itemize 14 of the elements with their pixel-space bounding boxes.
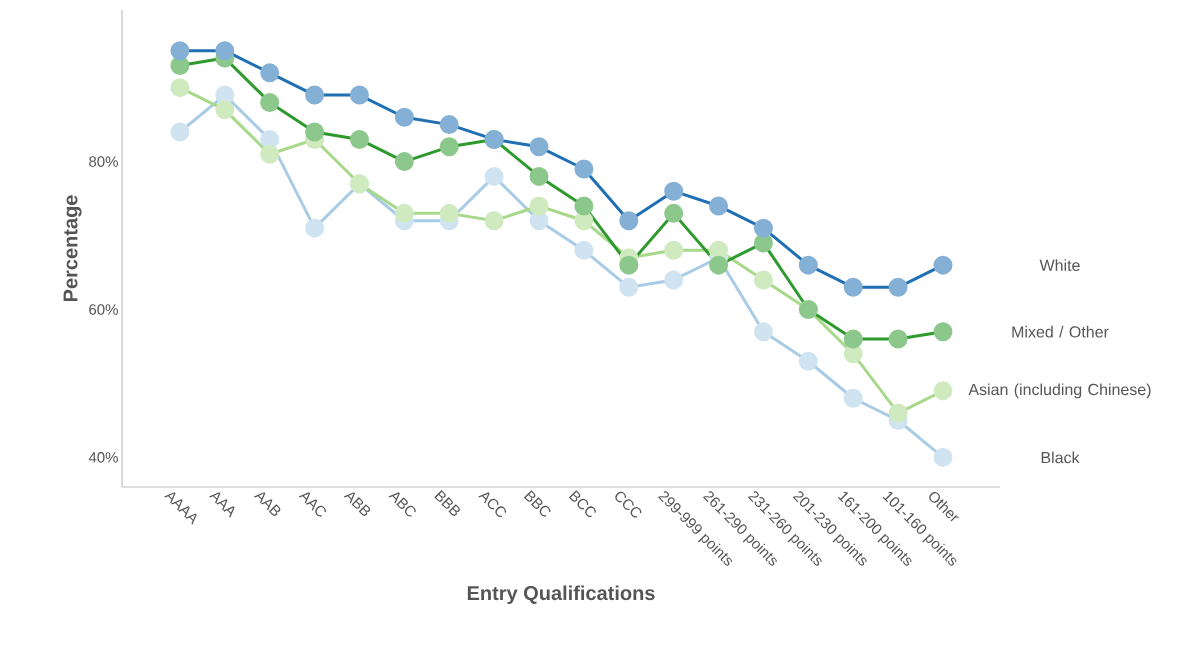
text: Mixed / Other — [1012, 325, 1109, 338]
y-axis-title: Percentage — [63, 195, 82, 302]
y-tick-label: 40% — [88, 452, 118, 463]
series-label: Asian (including Chinese) — [968, 383, 1151, 399]
x-tick-label: AAC — [298, 492, 326, 517]
x-tick-label: ABB — [343, 492, 371, 516]
text: Black — [1041, 451, 1080, 464]
y-tick-label: 60% — [89, 304, 118, 315]
x-tick-label: ABC — [388, 492, 416, 517]
x-axis-title: Entry Qualifications — [467, 585, 655, 605]
y-tick-label: 80% — [89, 156, 118, 167]
x-tick-label: ACC — [478, 492, 507, 518]
text: White — [1039, 259, 1080, 271]
x-tick-label: AAB — [253, 492, 281, 516]
